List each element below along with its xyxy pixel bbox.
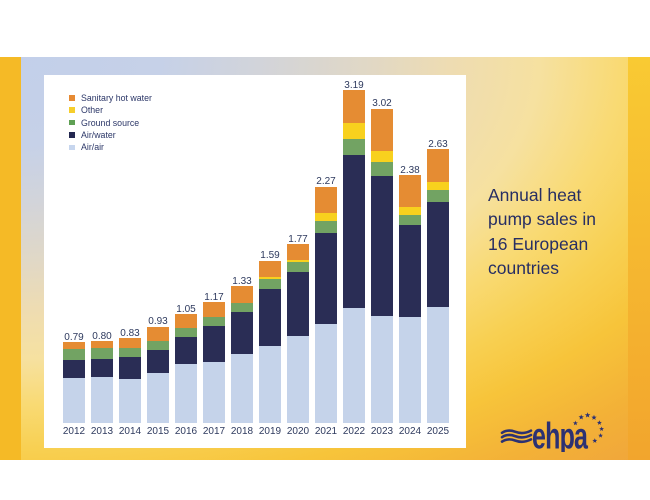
svg-text:ehpa: ehpa (532, 414, 588, 452)
